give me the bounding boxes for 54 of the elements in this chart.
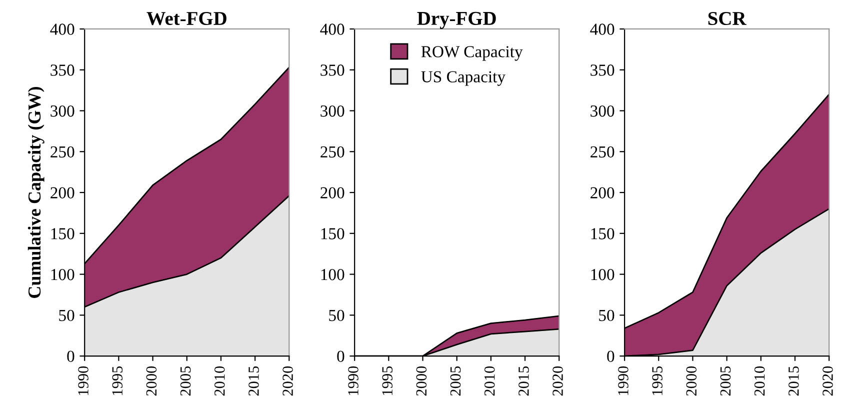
x-tick-label: 2015 (248, 366, 259, 396)
y-tick-label: 400 (50, 24, 74, 35)
chart-title: Dry-FGD (417, 12, 496, 29)
y-tick-label: 200 (50, 187, 74, 198)
y-tick-label: 100 (321, 268, 344, 280)
y-tick-label: 0 (607, 350, 614, 362)
y-tick-label: 200 (590, 187, 614, 198)
legend-label: US Capacity (421, 71, 506, 86)
x-tick-label: 2000 (416, 366, 427, 396)
y-tick-label: 200 (320, 187, 344, 198)
y-tick-label: 0 (337, 350, 344, 362)
x-tick-label: 2005 (180, 366, 191, 396)
x-tick-label: 1990 (348, 366, 358, 395)
y-tick-label: 400 (320, 24, 344, 35)
x-tick-label: 2005 (450, 366, 461, 396)
y-tick-label: 50 (599, 310, 614, 322)
x-tick-label: 2005 (720, 366, 731, 396)
y-tick-label: 150 (51, 228, 74, 240)
x-tick-label: 2015 (788, 366, 799, 396)
x-tick-label: 1990 (618, 366, 628, 395)
y-tick-label: 50 (329, 310, 344, 322)
y-tick-label: 300 (590, 105, 614, 117)
x-tick-label: 1995 (382, 366, 392, 395)
y-tick-label: 350 (320, 64, 344, 76)
x-tick-label: 2000 (686, 366, 697, 396)
chart-title: SCR (708, 12, 746, 26)
x-tick-label: 1990 (78, 366, 88, 395)
y-tick-label: 150 (321, 228, 344, 240)
y-tick-label: 50 (59, 310, 74, 322)
y-tick-label: 350 (590, 64, 614, 76)
x-tick-label: 1995 (652, 366, 662, 395)
y-tick-label: 400 (590, 24, 614, 35)
chart-title: Wet-FGD (146, 12, 226, 26)
y-tick-label: 250 (50, 146, 74, 158)
y-tick-label: 150 (591, 228, 614, 240)
x-tick-label: 2020 (282, 366, 293, 396)
x-tick-label: 2000 (146, 366, 157, 396)
y-tick-label: 0 (67, 350, 74, 362)
y-tick-label: 250 (320, 146, 344, 158)
x-tick-label: 2010 (214, 366, 225, 396)
y-tick-label: 350 (50, 64, 74, 76)
y-tick-label: 300 (50, 105, 74, 117)
y-tick-label: 250 (590, 146, 614, 158)
x-tick-label: 2010 (484, 366, 495, 396)
y-axis-title: Cumulative Capacity (GW) (28, 86, 44, 298)
x-tick-label: 2015 (518, 366, 529, 396)
y-tick-label: 100 (591, 268, 614, 280)
y-tick-label: 100 (51, 268, 74, 280)
x-tick-label: 2010 (754, 366, 765, 396)
x-tick-label: 2020 (822, 366, 833, 396)
legend-label: ROW Capacity (421, 46, 523, 61)
x-tick-label: 2020 (552, 366, 563, 396)
y-tick-label: 300 (320, 105, 344, 117)
x-tick-label: 1995 (112, 366, 123, 395)
